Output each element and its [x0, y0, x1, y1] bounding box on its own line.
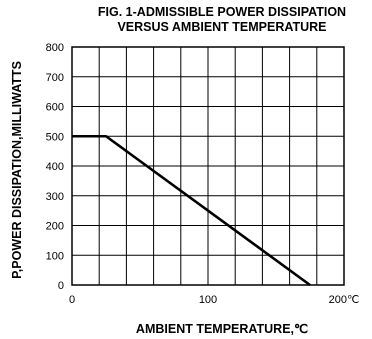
- y-tick-label: 700: [46, 72, 64, 84]
- x-tick-label: 0: [69, 294, 75, 306]
- y-tick-label: 400: [46, 161, 64, 173]
- y-tick-label: 0: [58, 280, 64, 292]
- y-tick-label: 500: [46, 131, 64, 143]
- y-tick-label: 100: [46, 250, 64, 262]
- chart-title-line2: VERSUS AMBIENT TEMPERATURE: [117, 20, 326, 34]
- series-group: [72, 134, 311, 287]
- chart-title-line1: FIG. 1-ADMISSIBLE POWER DISSIPATION: [98, 5, 346, 19]
- y-tick-label: 600: [46, 102, 64, 114]
- x-tick-labels: 0 100 200℃: [69, 294, 359, 306]
- plot-frame: [71, 46, 345, 286]
- x-tick-label: 100: [199, 294, 217, 306]
- x-tick-label: 200℃: [329, 294, 360, 306]
- x-axis-label: AMBIENT TEMPERATURE,℃: [136, 322, 308, 336]
- y-tick-label: 300: [46, 191, 64, 203]
- y-tick-labels: 0 100 200 300 400 500 600 700 800: [46, 42, 64, 292]
- y-tick-label: 800: [46, 42, 64, 54]
- grid: [71, 46, 345, 286]
- derating-curve: [72, 134, 311, 287]
- y-tick-label: 200: [46, 221, 64, 233]
- y-axis-label: P,POWER DISSIPATION,MILLIWATTS: [10, 61, 24, 279]
